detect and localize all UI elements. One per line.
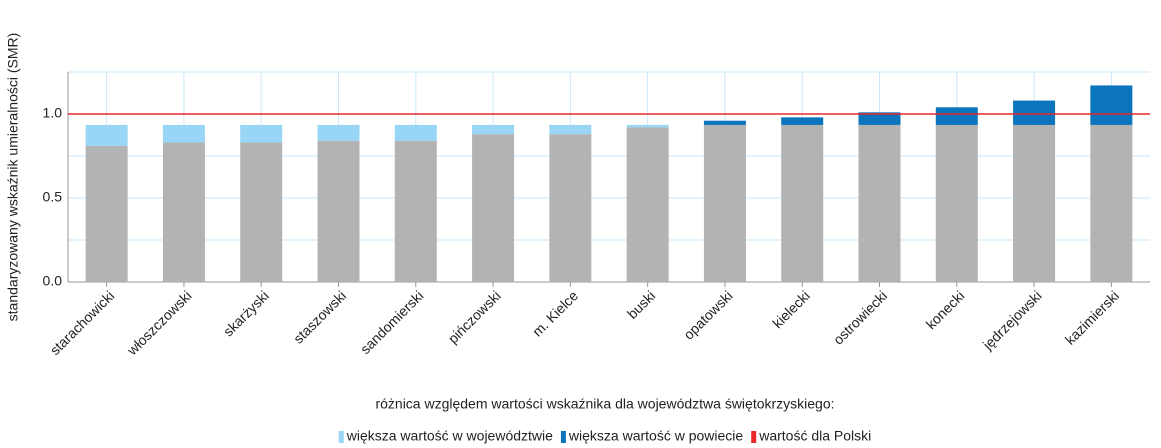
x-tick-label: m. Kielce (529, 287, 581, 339)
y-tick-label: 0.0 (43, 273, 63, 289)
bar-segment (472, 134, 515, 282)
bar-segment (85, 124, 128, 146)
x-tick-label: starachowicki (47, 287, 118, 358)
bar-segment (85, 145, 128, 282)
bar-segment (549, 124, 592, 135)
legend-label: większa wartość w województwie (346, 428, 553, 444)
legend-marker (560, 431, 566, 443)
bar-segment (394, 124, 437, 141)
bar-segment (781, 117, 824, 125)
x-tick-label: konecki (923, 287, 968, 332)
bar-segment (162, 124, 205, 143)
x-tick-label: kazimierski (1062, 287, 1122, 347)
x-tick-label: ostrowiecki (830, 287, 890, 347)
x-tick-label: skarżyski (220, 287, 272, 339)
bar-segment (240, 124, 283, 143)
bar-segment (781, 124, 824, 282)
y-tick-label: 0.5 (43, 189, 63, 205)
x-tick-label: kielecki (769, 287, 813, 331)
bar-segment (626, 127, 669, 282)
bar-segment (858, 124, 901, 282)
bar-segment (703, 120, 746, 125)
bar-segment (1090, 85, 1133, 125)
legend-marker (338, 431, 344, 443)
y-axis-label: standaryzowany wskaźnik umieralności (SM… (5, 33, 21, 322)
x-tick-label: włoszczowski (123, 287, 194, 358)
x-tick-label: buski (624, 287, 658, 321)
bar-segment (317, 124, 360, 141)
bar-segment (1090, 124, 1133, 282)
legend-title: różnica względem wartości wskaźnika dla … (375, 396, 834, 412)
bar-segment (162, 142, 205, 282)
y-tick-label: 1.0 (43, 105, 63, 121)
bar-segment (1013, 124, 1056, 282)
bar-segment (317, 140, 360, 282)
bar-segment (472, 124, 515, 135)
x-tick-label: opatowski (680, 287, 735, 342)
legend-marker (751, 431, 757, 443)
bar-segment (1013, 100, 1056, 125)
x-tick-label: sandomierski (357, 287, 427, 357)
bar-segment (240, 142, 283, 282)
bar-segment (549, 134, 592, 282)
bar-segment (703, 124, 746, 282)
bar-segment (935, 107, 978, 125)
bar-segment (626, 124, 669, 128)
x-tick-label: pińczowski (445, 287, 504, 346)
bar-segment (858, 112, 901, 125)
legend-label: wartość dla Polski (758, 428, 871, 444)
bar-segment (935, 124, 978, 282)
x-tick-label: staszowski (290, 287, 349, 346)
legend-label: większa wartość w powiecie (568, 428, 743, 444)
bar-segment (394, 140, 437, 282)
x-tick-label: jędrzejowski (979, 287, 1045, 353)
